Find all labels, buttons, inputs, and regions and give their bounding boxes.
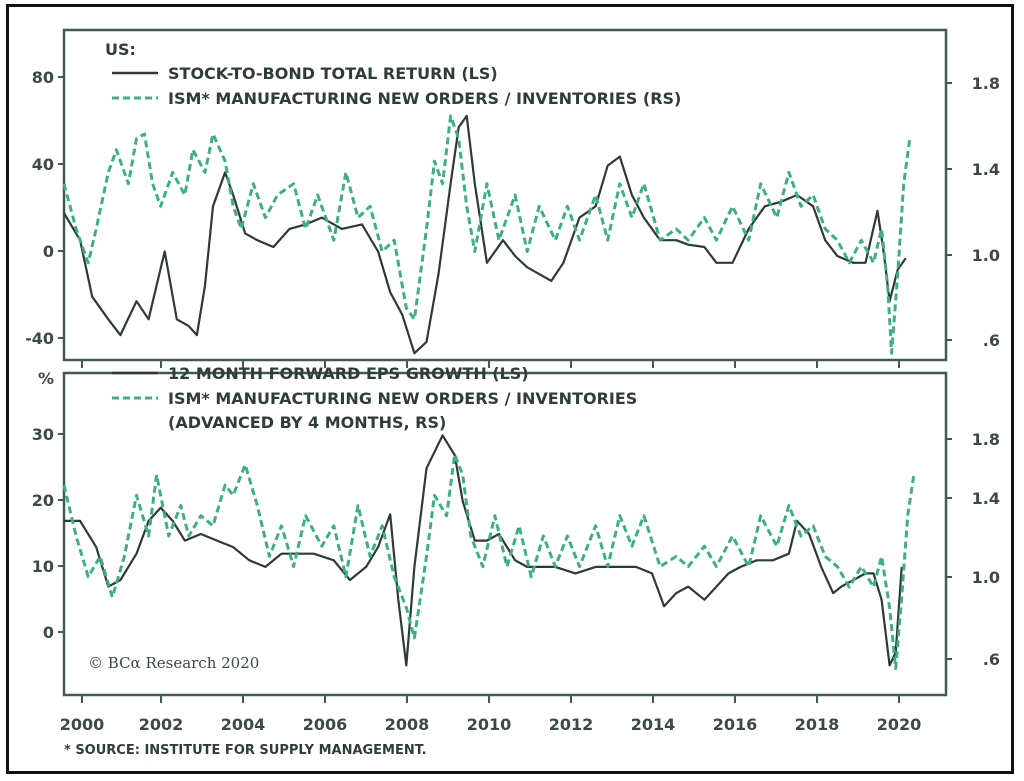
legend-ism-bottom: ISM* MANUFACTURING NEW ORDERS / INVENTOR…: [168, 389, 637, 408]
x-tick-label: 2016: [713, 715, 758, 734]
left-tick-label: 80: [32, 68, 54, 87]
chart-frame: [6, 4, 1014, 774]
x-tick-label: 2004: [221, 715, 266, 734]
right-tick-label: 1.8: [972, 430, 1000, 449]
top-series-ism-line: [62, 114, 912, 355]
x-tick-label: 2014: [631, 715, 676, 734]
legend-stock-to-bond: STOCK-TO-BOND TOTAL RETURN (LS): [168, 64, 498, 83]
right-tick-label: 1.4: [972, 160, 1000, 179]
legend-ism-bottom-line2: (ADVANCED BY 4 MONTHS, RS): [168, 413, 446, 432]
left-tick-label: 10: [32, 557, 54, 576]
bottom-panel-frame: [62, 371, 948, 697]
left-tick-label: %: [38, 369, 54, 388]
brand-label: © BCα Research 2020: [88, 654, 259, 672]
left-tick-label: -40: [25, 329, 54, 348]
right-tick-label: 1.0: [972, 568, 1000, 587]
left-tick-label: 0: [43, 242, 54, 261]
x-tick-label: 2008: [385, 715, 430, 734]
x-tick-label: 2006: [303, 715, 348, 734]
source-note: * SOURCE: INSTITUTE FOR SUPPLY MANAGEMEN…: [64, 743, 427, 758]
right-tick-label: 1.4: [972, 489, 1000, 508]
left-tick-label: 0: [43, 623, 54, 642]
right-tick-label: 1.0: [972, 246, 1000, 265]
right-tick-label: .6: [983, 650, 1000, 669]
region-label: US:: [105, 40, 136, 59]
top-series-main-line: [63, 114, 907, 355]
bottom-series-main-line: [64, 434, 903, 667]
left-tick-label: 40: [32, 155, 54, 174]
x-tick-label: 2018: [795, 715, 840, 734]
x-tick-label: 2020: [877, 715, 922, 734]
left-tick-label: 20: [32, 491, 54, 510]
legend-ism-top: ISM* MANUFACTURING NEW ORDERS / INVENTOR…: [168, 89, 681, 108]
right-tick-label: 1.8: [972, 74, 1000, 93]
x-tick-label: 2000: [60, 715, 105, 734]
legend-eps-growth: 12 MONTH FORWARD EPS GROWTH (LS): [168, 364, 529, 383]
bottom-series-ism-line: [62, 453, 916, 670]
left-tick-label: 30: [32, 425, 54, 444]
top-panel-frame: [62, 28, 948, 362]
x-tick-label: 2010: [467, 715, 512, 734]
x-tick-label: 2002: [139, 715, 184, 734]
right-tick-label: .6: [983, 331, 1000, 350]
x-tick-label: 2012: [549, 715, 594, 734]
